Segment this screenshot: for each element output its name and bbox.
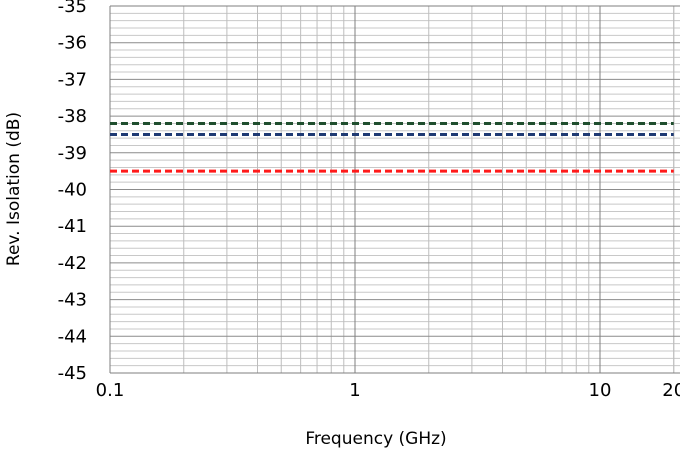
y-tick-label: -35 (58, 0, 87, 17)
x-tick-label: 0.1 (96, 380, 125, 401)
y-tick-label: -39 (58, 143, 87, 164)
x-tick-label: 10 (589, 380, 612, 401)
y-tick-label: -41 (58, 216, 87, 237)
major-gridlines (109, 5, 680, 374)
y-tick-label: -40 (58, 180, 87, 201)
plot-frame (109, 5, 680, 374)
y-tick-label: -36 (58, 33, 87, 54)
y-tick-labels: -45 -44 -43 -42 -41 -40 -39 -38 -37 -36 -35 (58, 0, 87, 384)
x-tick-labels: 0.1 1 10 20 (96, 380, 680, 401)
y-tick-label: -42 (58, 253, 87, 274)
y-tick-label: -38 (58, 106, 87, 127)
y-tick-label: -43 (58, 290, 87, 311)
x-axis-title: Frequency (GHz) (305, 429, 446, 449)
y-tick-label: -45 (58, 363, 87, 384)
series-layer (110, 121, 674, 173)
x-tick-label: 1 (349, 380, 360, 401)
minor-gridlines (110, 6, 680, 373)
y-tick-label: -44 (58, 326, 87, 347)
x-tick-label: 20 (662, 380, 680, 401)
y-tick-label: -37 (58, 69, 87, 90)
y-axis-title: Rev. Isolation (dB) (4, 112, 24, 266)
